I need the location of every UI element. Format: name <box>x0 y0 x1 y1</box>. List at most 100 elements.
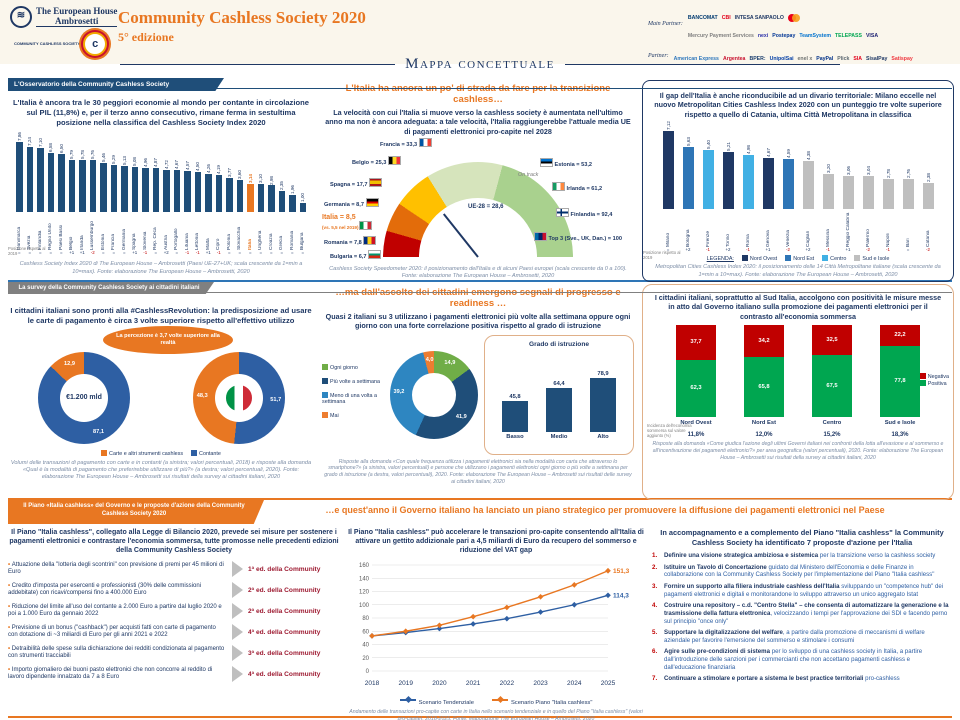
bar-item: 4,96 Slovenia -1 <box>140 158 151 259</box>
panel-speedometer: L'Italia ha ancora un po' di strada da f… <box>322 80 634 280</box>
bar <box>546 387 572 432</box>
donut-chart: €1.200 mld 87,1 12,9 <box>38 351 130 444</box>
bar-label: Portogallo <box>174 228 180 251</box>
bar <box>802 161 814 210</box>
bar <box>226 178 233 213</box>
bar-delta: -2 <box>926 247 930 253</box>
bar-label: Torino <box>725 234 731 248</box>
header: ≋ The European House Ambrosetti COMMUNIT… <box>0 0 960 64</box>
legend-swatch <box>919 380 926 387</box>
stacked-bar: 34,2 65,8 Nord Est 12,0% <box>744 325 784 438</box>
measure-row: Importo giornaliero dei buoni pasto elet… <box>8 666 340 683</box>
bar-value: 2,78 <box>885 168 891 178</box>
sommerso-value: 18,3% <box>891 432 909 439</box>
frequency-title: …ma dall'ascolto dei cittadini emergono … <box>335 287 620 309</box>
bar-item: 5,76 Lussemburgo -2 <box>88 150 99 258</box>
bar-item: 4,50 Lettonia -1 <box>193 162 204 258</box>
bar-value: 4,96 <box>142 157 148 167</box>
bar-value: 3,20 <box>825 164 831 174</box>
proposal-number: 4. <box>652 602 658 610</box>
svg-text:2020: 2020 <box>432 680 447 687</box>
bar-item: 2,76 Bari = <box>898 169 918 255</box>
ccs-logo-text: COMMUNITY CASHLESS SOCIETY <box>14 40 81 46</box>
bar <box>205 173 212 213</box>
bar-delta: = <box>101 250 105 256</box>
segment-positiva: 77,8 <box>880 345 920 418</box>
org-line2: Ambrosetti <box>55 15 99 26</box>
bar <box>79 160 86 213</box>
bar-item: 3,14 Italia = <box>245 174 256 258</box>
partner-logo: SIA <box>853 56 863 62</box>
segment-positiva: 62,3 <box>676 359 716 418</box>
gov-legend: Negativa Positiva <box>919 373 949 387</box>
bar-value: 5,63 <box>685 137 691 147</box>
bar-delta: = <box>112 250 116 256</box>
bar-label: Alto <box>597 433 609 440</box>
bar-label: Danimarca <box>16 227 22 251</box>
bar-label: Venezia <box>785 230 791 248</box>
bar-value: 1,96 <box>289 184 295 194</box>
bar-delta: = <box>49 250 53 256</box>
main-partners-row: Main Partner: BANCOMAT CBI INTESA SANPAOLO… <box>648 6 954 42</box>
svg-text:140: 140 <box>359 577 370 583</box>
bar-delta: = <box>269 250 273 256</box>
bar-item: 4,26 Malta +1 <box>203 164 214 258</box>
gauge-label-francia: Francia = 33,3 <box>380 138 432 148</box>
svg-text:120: 120 <box>359 590 370 596</box>
proposal-text: Supportare la digitalizzazione del welfa… <box>664 629 925 644</box>
plan-title: …e quest'anno il Governo italiano ha lan… <box>325 505 885 515</box>
bar-item: 3,20 Messina -1 <box>818 164 838 255</box>
bar-value: 3,04 <box>865 165 871 175</box>
bar <box>184 171 191 213</box>
be-flag-icon <box>387 156 401 166</box>
map-title: Mappa concettuale <box>405 56 555 72</box>
frequency-legend: Ogni giorno Più volte a settimana Meno di … <box>322 363 384 426</box>
main-partner-logo: TELEPASS <box>834 33 862 39</box>
bar-delta: +1 <box>205 250 211 256</box>
main-partner-logo <box>787 13 800 22</box>
row-survey: La survey della Community Cashless Socie… <box>8 282 954 500</box>
bar-item: 5,13 Germania = <box>119 156 130 258</box>
legend-swatch <box>822 255 829 262</box>
bar-delta: = <box>122 250 126 256</box>
education-title: Grado di istruzione <box>528 340 590 348</box>
bar-item: 4,87 Rep. Ceca = <box>151 158 162 258</box>
legend-label: LEGENDA: <box>706 255 734 262</box>
bar <box>278 191 285 213</box>
ro-flag-icon <box>363 236 377 246</box>
bar-label: Basso <box>506 433 524 440</box>
bar-item: 5,78 Irlanda +1 <box>77 150 88 258</box>
bar-value: 2,98 <box>268 175 274 185</box>
csi-chart: 7,86 Danimarca = 7,24 Svezia = 7,10 Finlandia = 6… <box>8 132 314 259</box>
svg-text:2021: 2021 <box>466 680 481 687</box>
frequency-caption: Risposte alla domanda «Con quale frequen… <box>324 458 632 485</box>
bar <box>142 167 149 213</box>
bar-item: 1,96 Romania = <box>287 185 298 259</box>
bar-label: Rep. Ceca <box>153 227 159 251</box>
svg-text:80: 80 <box>362 616 369 622</box>
bar-item: 3,60 Slovacchia = <box>235 170 246 258</box>
chart-legend: LEGENDA: Nord Ovest Nord Est Centro Sud e Is… <box>643 255 953 262</box>
bar <box>58 153 65 213</box>
frequency-donut-chart: 14,9 41,9 39,2 4,0 <box>390 350 478 439</box>
gauge-label-ee: Estonia = 53,2 <box>540 158 592 168</box>
svg-text:2019: 2019 <box>398 680 413 687</box>
measure-text: Attuazione della "lotteria degli scontri… <box>8 562 226 577</box>
bar-value: 4,38 <box>805 151 811 161</box>
bar-value: 3,77 <box>226 168 232 178</box>
arrow-right-icon <box>232 645 243 662</box>
donuts-caption: Volumi delle transazioni di pagamento co… <box>10 459 312 481</box>
bar-value: 2,76 <box>905 169 911 178</box>
bar <box>47 153 54 213</box>
cities-chart: 7,12 Milano = 5,63 Bologna +2 5,40 Firenze -1 5,2… <box>643 121 953 262</box>
main-partner-logo: Postepay <box>772 33 796 39</box>
bar-label: Grecia <box>279 236 285 251</box>
sommerso-value: 15,2% <box>823 432 841 439</box>
bar-label: Bari <box>905 238 911 248</box>
legend-item: Nord Ovest <box>741 255 777 262</box>
proposal-item: 6. Agire sulle pre-condizioni di sistema … <box>652 648 952 671</box>
bar-label: Francia <box>111 234 117 251</box>
bar-delta: = <box>227 250 231 256</box>
bar-label: Bulgaria <box>300 232 306 251</box>
bar-label: Catania <box>925 230 931 248</box>
